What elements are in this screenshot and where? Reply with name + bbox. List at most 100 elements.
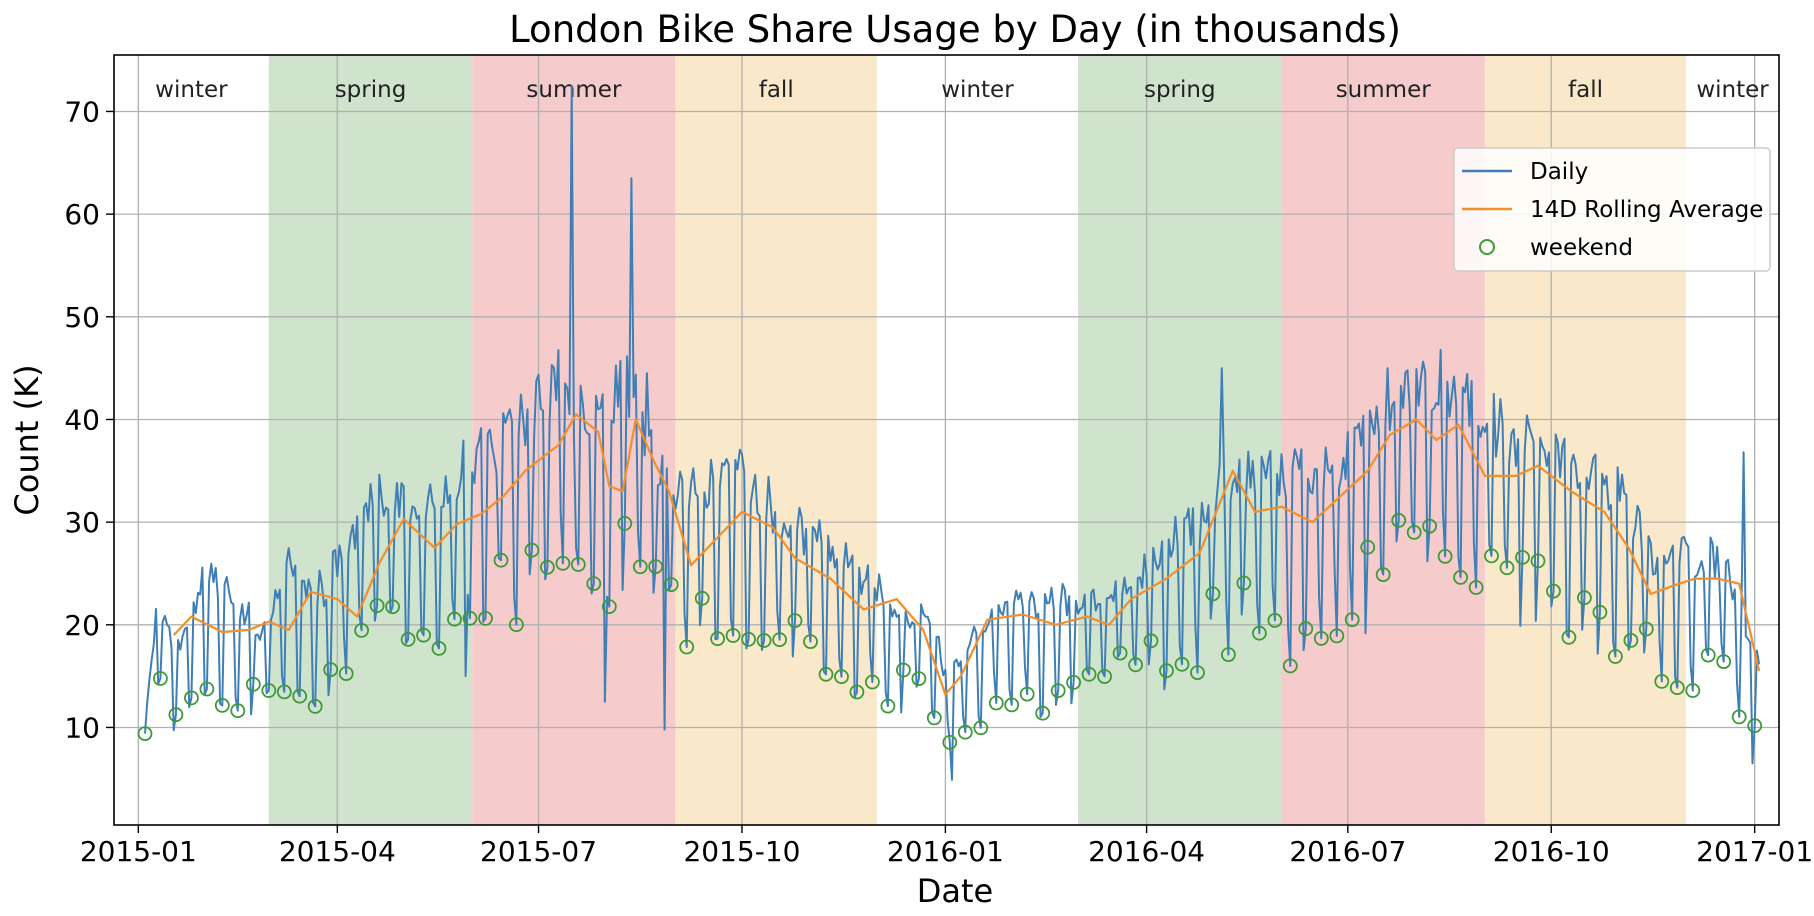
weekend-marker [1344, 612, 1360, 627]
x-tick-label: 2016-04 [1088, 835, 1205, 868]
weekend-marker [307, 699, 323, 714]
weekend-marker [725, 628, 741, 643]
series-line-daily [144, 84, 1761, 781]
weekend-marker [1004, 697, 1020, 713]
weekend-marker [1391, 513, 1407, 528]
weekend-marker [1267, 613, 1283, 628]
x-tick-label: 2016-07 [1289, 835, 1406, 868]
x-tick-label: 2015-07 [480, 835, 597, 868]
weekend-marker [1499, 560, 1515, 576]
weekend-marker [834, 669, 849, 685]
weekend-marker [276, 684, 292, 700]
legend-rolling-label: 14D Rolling Average [1530, 197, 1763, 223]
plot-frame [113, 54, 1780, 826]
weekend-marker [911, 671, 927, 686]
x-axis-ticks: 2015-01 2015-04 2015-07 2015-10 2016-01 2016-… [80, 825, 1813, 868]
y-tick-label: 50 [64, 301, 100, 334]
chart-title: London Bike Share Usage by Day (in thous… [509, 8, 1401, 51]
season-band-summer [1281, 55, 1485, 825]
weekend-marker [1577, 590, 1592, 606]
weekend-marker [632, 559, 648, 575]
season-label-winter: winter [155, 77, 228, 103]
x-tick-label: 2015-04 [279, 835, 396, 868]
weekend-marker [214, 698, 230, 713]
weekend-marker [973, 720, 989, 736]
y-tick-label: 30 [64, 506, 100, 539]
weekend-marker [617, 516, 633, 531]
y-tick-label: 70 [64, 95, 100, 128]
weekend-marker [1592, 604, 1608, 620]
y-axis-label: Count (K) [8, 364, 46, 515]
y-tick-label: 60 [64, 198, 100, 231]
season-label-winter: winter [1696, 77, 1769, 103]
weekend-marker [354, 623, 370, 638]
weekend-marker [1422, 518, 1437, 534]
weekend-marker [1035, 705, 1051, 721]
weekend-marker [1623, 633, 1639, 648]
weekend-marker [880, 698, 896, 714]
weekend-marker [1731, 709, 1747, 725]
weekend-marker [447, 611, 462, 627]
weekend-marker [400, 632, 416, 647]
weekend-marker [1282, 658, 1298, 674]
weekend-marker [1190, 665, 1205, 680]
weekend-marker [1453, 570, 1468, 585]
weekend-marker [1236, 575, 1252, 591]
season-band-fall [675, 55, 877, 825]
weekend-marker [1019, 686, 1035, 702]
weekend-marker [1468, 580, 1484, 595]
weekend-marker [601, 599, 617, 614]
weekend-marker [261, 683, 277, 698]
weekend-marker [1112, 645, 1128, 661]
weekend-marker [818, 666, 834, 682]
weekend-marker [1143, 633, 1159, 649]
weekend-markers [137, 513, 1763, 750]
season-label-summer: summer [526, 77, 622, 103]
weekend-marker [183, 690, 199, 706]
season-band-spring [268, 55, 473, 825]
grid-lines [114, 55, 1779, 825]
weekend-marker [524, 542, 540, 558]
weekend-marker [896, 662, 911, 678]
weekend-marker [1252, 625, 1267, 641]
weekend-marker [772, 632, 787, 648]
weekend-marker [1360, 539, 1376, 555]
weekend-marker [1329, 628, 1345, 644]
weekend-marker [540, 559, 555, 575]
weekend-marker [1561, 629, 1577, 645]
y-tick-label: 40 [64, 403, 100, 436]
weekend-marker [741, 631, 756, 647]
legend-weekend-swatch [1479, 239, 1495, 255]
season-band-winter [114, 55, 269, 825]
weekend-marker [1375, 567, 1391, 582]
legend: Daily 14D Rolling Average weekend [1453, 147, 1771, 272]
weekend-marker [431, 641, 447, 656]
weekend-marker [1515, 550, 1530, 565]
weekend-marker [385, 599, 401, 615]
weekend-marker [152, 671, 168, 686]
x-axis-label: Date [917, 872, 993, 910]
weekend-marker [323, 662, 339, 677]
weekend-marker [462, 610, 478, 626]
series-line-rolling-average [172, 413, 1761, 696]
weekend-marker [1484, 548, 1499, 564]
weekend-marker [663, 577, 679, 592]
weekend-marker [756, 633, 772, 648]
weekend-marker [865, 674, 880, 690]
weekend-marker [803, 634, 818, 649]
weekend-marker [416, 627, 432, 643]
weekend-marker [230, 703, 246, 719]
weekend-marker [493, 552, 509, 568]
y-tick-label: 20 [64, 609, 100, 642]
weekend-marker [648, 559, 664, 574]
x-tick-label: 2015-01 [80, 835, 197, 868]
weekend-marker [942, 735, 958, 750]
weekend-marker [1159, 663, 1174, 679]
weekend-marker [1638, 621, 1654, 637]
weekend-marker [509, 617, 524, 633]
weekend-marker [369, 598, 385, 613]
weekend-marker [1205, 586, 1221, 602]
weekend-marker [478, 611, 493, 626]
